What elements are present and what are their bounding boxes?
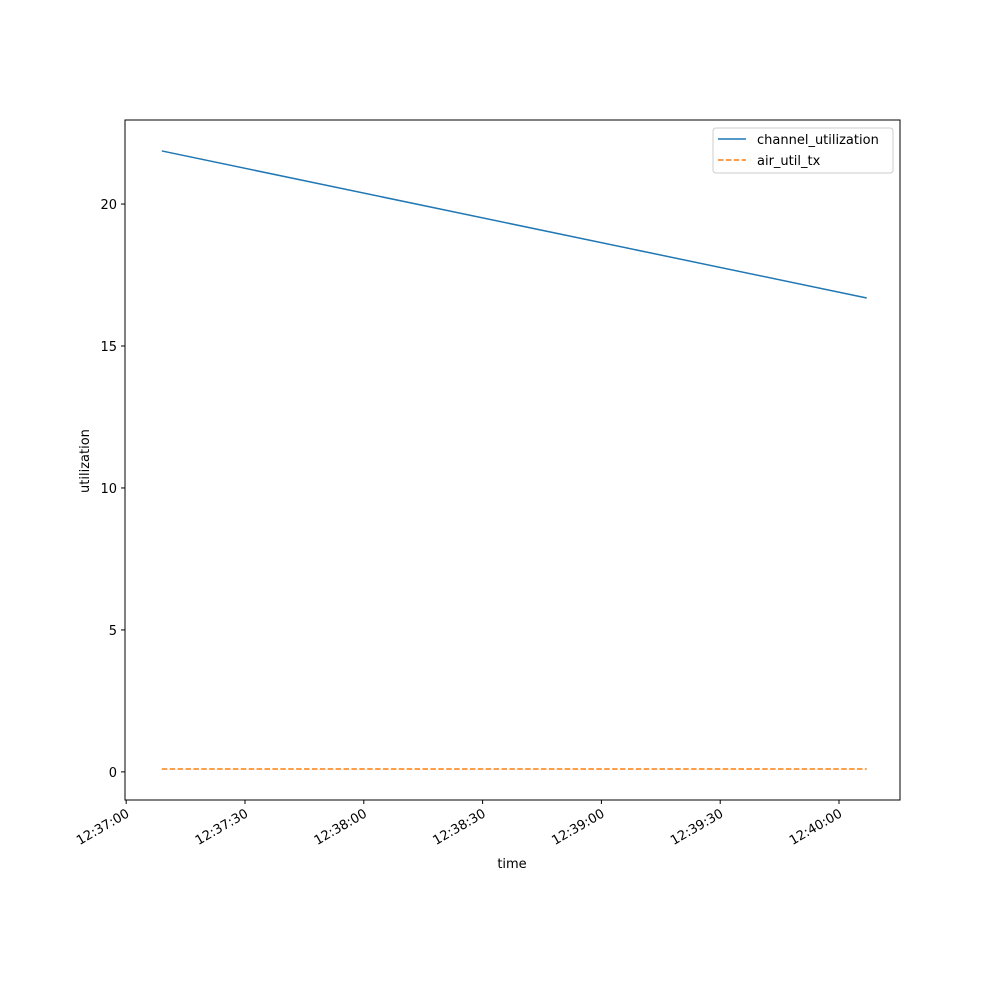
y-tick-label: 0 [109, 766, 117, 781]
x-tick-label: 12:38:30 [431, 806, 489, 848]
x-tick-label: 12:37:30 [193, 806, 251, 848]
legend-label: channel_utilization [757, 133, 879, 148]
x-tick-label: 12:40:00 [787, 806, 845, 848]
y-tick-label: 20 [100, 198, 117, 213]
series-line [161, 150, 867, 299]
legend-label: air_util_tx [757, 154, 821, 169]
y-tick-label: 5 [109, 624, 117, 639]
x-tick-label: 12:37:00 [74, 806, 132, 848]
y-tick-label: 15 [100, 340, 117, 355]
x-tick-label: 12:39:00 [549, 806, 607, 848]
x-tick-label: 12:38:00 [312, 806, 370, 848]
legend-box [712, 127, 894, 174]
plot-frame [124, 119, 901, 801]
x-axis-label: time [497, 857, 526, 872]
y-axis-label: utilization [78, 429, 93, 493]
y-tick-label: 10 [100, 482, 117, 497]
x-tick-label: 12:39:30 [668, 806, 726, 848]
